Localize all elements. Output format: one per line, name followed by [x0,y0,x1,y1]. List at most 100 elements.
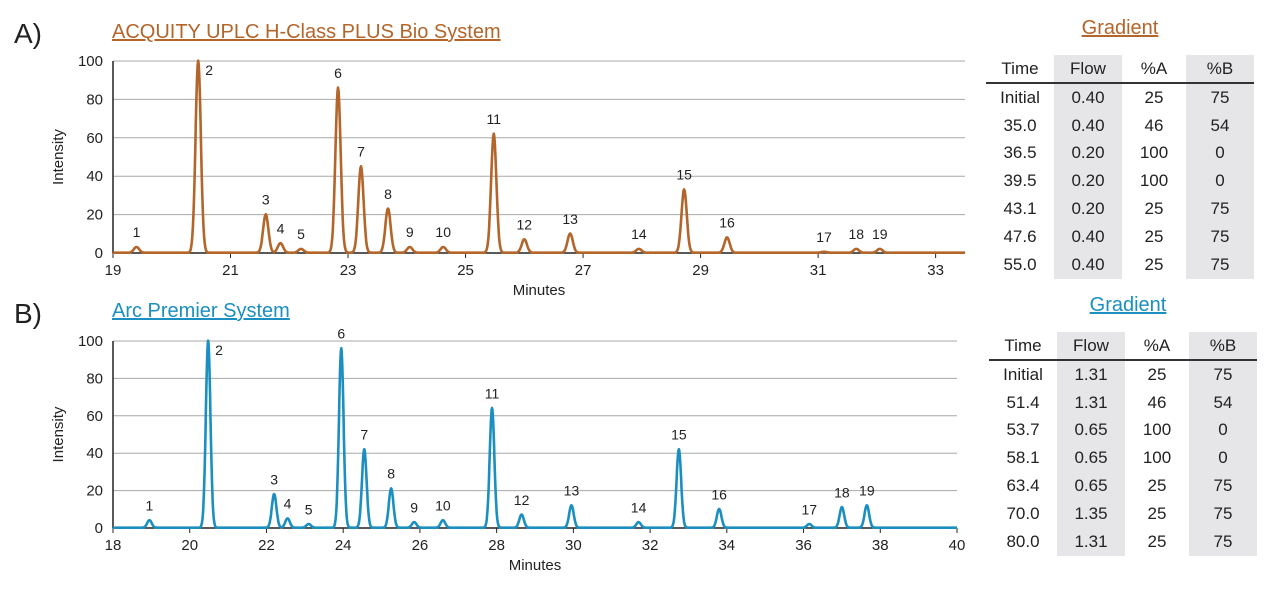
table-cell: 1.31 [1057,360,1125,389]
peak-label: 9 [406,224,414,240]
x-axis-label: Minutes [513,282,566,299]
table-cell: 36.5 [1003,143,1037,163]
x-tick-label: 24 [335,537,352,554]
peak-label: 3 [262,192,270,208]
peak-label: 16 [719,215,735,231]
table-cell: 54 [1189,388,1257,417]
x-tick-label: 38 [872,537,889,554]
x-tick-label: 31 [810,262,827,279]
table-cell: 51.4 [1006,392,1040,412]
table-row: 47.6 0.40 25 75 [986,222,1254,251]
x-tick-label: 21 [222,262,239,279]
peak-label: 8 [387,466,395,482]
panel-a-system-title: ACQUITY UPLC H-Class PLUS Bio System [112,21,501,43]
y-tick-label: 40 [86,168,103,185]
peak-label: 11 [485,385,500,401]
table-cell: 75 [1189,472,1257,500]
table-cell: 0.65 [1057,444,1125,473]
peak-label: 2 [205,62,213,78]
peak-label: 17 [816,229,832,245]
table-cell: 25 [1147,364,1167,384]
table-cell: 0.40 [1054,111,1122,140]
peak-label: 6 [337,325,345,341]
peak-label: 14 [631,499,647,515]
panel-a-letter: A) [14,18,42,49]
table-cell: 25 [1147,476,1167,496]
column-header: Flow [1054,55,1122,84]
table-cell: 46 [1147,392,1167,412]
table-cell: 0.20 [1054,195,1122,223]
peak-label: 1 [133,224,141,240]
peak-label: 18 [834,484,850,500]
table-cell: 80.0 [1006,531,1040,551]
table-cell: 0.20 [1054,139,1122,168]
table-cell: 55.0 [1003,254,1037,274]
peak-label: 8 [384,186,392,202]
table-cell: 0 [1189,416,1257,445]
table-cell: 54 [1186,111,1254,140]
panel-b-header-row: Time Flow %A %B [989,332,1257,361]
x-tick-label: 19 [105,262,122,279]
y-tick-label: 40 [86,445,103,462]
table-row: 51.4 1.31 46 54 [989,388,1257,417]
table-cell: 100 [1142,448,1172,468]
y-tick-label: 80 [86,370,103,387]
table-cell: 63.4 [1006,476,1040,496]
peak-label: 6 [334,65,342,81]
panel-a-gradient-title: Gradient [1081,17,1159,39]
peak-label: 16 [711,486,727,502]
y-tick-label: 20 [86,207,103,224]
table-cell: 0.20 [1054,167,1122,196]
peak-label: 5 [297,226,305,242]
peak-label: 7 [357,144,365,160]
peak-label: 7 [360,426,368,442]
y-tick-label: 20 [86,483,103,500]
table-cell: 100 [1142,420,1172,440]
table-cell: 25 [1144,199,1164,219]
table-cell: 75 [1189,360,1257,389]
table-cell: 0.40 [1054,250,1122,279]
table-row: 58.1 0.65 100 0 [989,444,1257,473]
chromatogram-trace [112,339,958,529]
column-header: %B [1186,55,1254,84]
peak-label: 5 [305,501,313,517]
peak-label: 19 [859,483,875,499]
table-cell: 0.65 [1057,472,1125,500]
table-row: 53.7 0.65 100 0 [989,416,1257,445]
table-cell: 25 [1147,503,1167,523]
peak-label: 15 [676,167,692,183]
table-row: Initial 0.40 25 75 [986,83,1254,112]
table-row: 35.0 0.40 46 54 [986,111,1254,140]
table-cell: 75 [1186,83,1254,112]
table-cell: 100 [1139,171,1169,191]
table-cell: 100 [1139,143,1169,163]
column-header: Time [989,332,1057,361]
peak-label: 11 [486,111,501,127]
x-tick-label: 22 [258,537,275,554]
x-tick-label: 25 [457,262,474,279]
peak-label: 1 [146,498,154,514]
y-axis-label: Intensity [50,129,67,185]
peak-label: 2 [215,342,223,358]
table-cell: Initial [1000,87,1040,107]
x-tick-label: 28 [488,537,505,554]
table-cell: 75 [1186,250,1254,279]
panel-b-system-title: Arc Premier System [112,300,290,322]
table-cell: 0.40 [1054,222,1122,251]
x-tick-label: 23 [340,262,357,279]
table-cell: 75 [1189,527,1257,556]
x-tick-label: 20 [181,537,198,554]
y-tick-label: 0 [95,520,103,537]
table-cell: 75 [1189,499,1257,528]
table-cell: 47.6 [1003,226,1037,246]
column-header: %B [1189,332,1257,361]
table-cell: 75 [1186,222,1254,251]
peak-label: 10 [435,224,451,240]
peak-label: 3 [270,471,278,487]
table-cell: 25 [1144,226,1164,246]
table-row: 70.0 1.35 25 75 [989,499,1257,528]
table-cell: Initial [1003,364,1043,384]
x-axis-label: Minutes [509,557,562,574]
table-cell: 35.0 [1003,115,1037,135]
